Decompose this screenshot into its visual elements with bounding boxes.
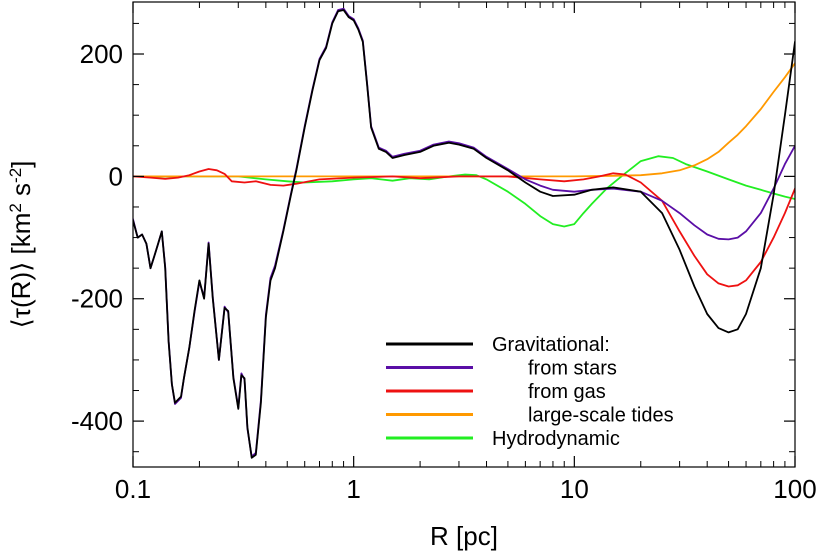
y-tick-label-2: 0 [109,161,123,191]
y-axis-title: ⟨τ(R)⟩ [km2 s-2] [6,161,37,329]
y-tick-label-3: 200 [80,39,123,69]
x-tick-label-0: 0.1 [115,474,151,504]
x-tick-label-2: 10 [560,474,589,504]
ticks-layer: 0.1 1 10 100 -400 -200 0 200 [71,2,817,504]
x-tick-label-1: 1 [346,474,360,504]
legend-label-4: Hydrodynamic [492,428,620,450]
x-axis-title: R [pc] [430,521,498,551]
y-axis-title-main: ⟨τ(R)⟩ [km [6,213,36,329]
legend-label-1: from stars [528,358,617,380]
legend-label-3: large-scale tides [528,405,674,427]
y-tick-label-0: -400 [71,406,123,436]
x-tick-label-3: 100 [773,474,816,504]
legend-label-0: Gravitational: [492,334,610,356]
plot-frame [132,1,796,468]
legend-label-2: from gas [528,381,606,403]
y-tick-label-1: -200 [71,284,123,314]
series-line-4 [133,155,795,228]
series-line-2 [133,168,795,288]
y-axis-title-sup2: -2 [6,168,25,183]
y-axis-title-sup1: 2 [6,203,25,212]
series-line-3 [133,62,795,178]
series-layer [133,7,795,459]
y-axis-title-mid: s [6,183,36,203]
series-line-0 [133,9,795,459]
series-line-1 [133,7,795,458]
y-axis-title-end: ] [6,161,36,168]
